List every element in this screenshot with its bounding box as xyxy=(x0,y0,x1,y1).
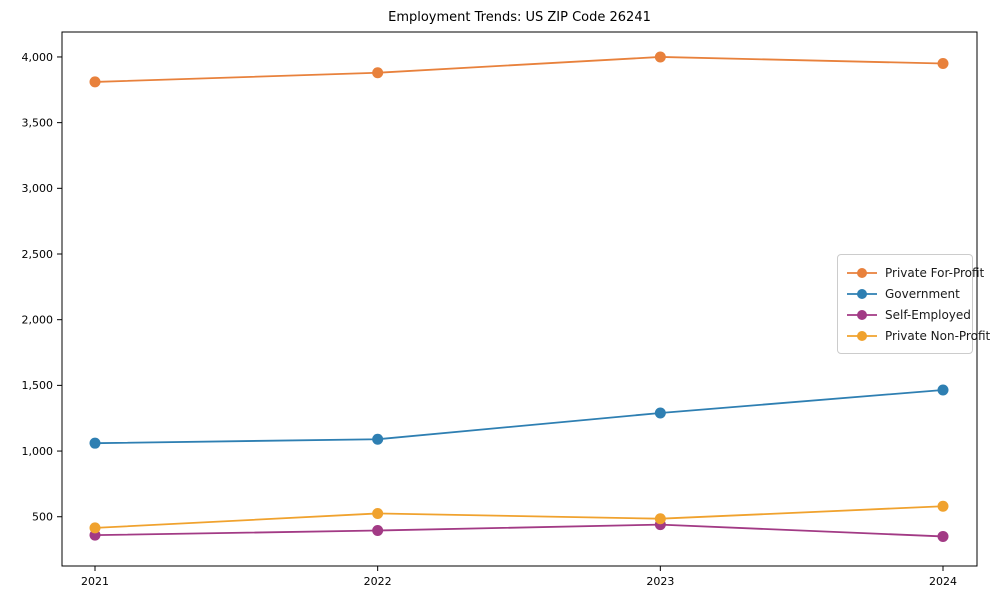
data-point-marker xyxy=(937,58,949,70)
data-point-marker xyxy=(372,433,384,445)
data-point-marker xyxy=(937,530,949,542)
x-tick-label: 2024 xyxy=(929,575,957,588)
y-tick-label: 4,000 xyxy=(22,51,54,64)
y-tick-label: 2,000 xyxy=(22,314,54,327)
data-point-marker xyxy=(89,437,101,449)
plot-frame xyxy=(61,31,978,567)
x-tick-label: 2022 xyxy=(364,575,392,588)
legend-marker-icon xyxy=(847,309,877,320)
data-point-marker xyxy=(89,76,101,88)
series-line xyxy=(94,505,944,529)
data-point-marker xyxy=(654,51,666,63)
chart-legend: Private For-Profit Government Self-Employe… xyxy=(837,254,990,354)
y-tick-label: 3,000 xyxy=(22,182,54,195)
series-line xyxy=(94,56,944,83)
legend-marker-icon xyxy=(847,288,877,299)
data-point-marker xyxy=(372,507,384,519)
data-point-marker xyxy=(937,384,949,396)
legend-marker-icon xyxy=(847,267,877,278)
y-tick-label: 2,500 xyxy=(22,248,54,261)
series-line xyxy=(94,523,944,538)
y-tick-label: 1,500 xyxy=(22,379,54,392)
data-point-marker xyxy=(372,525,384,537)
y-tick-label: 1,000 xyxy=(22,445,54,458)
data-point-marker xyxy=(937,500,949,512)
legend-label: Self-Employed xyxy=(885,307,971,322)
data-point-marker xyxy=(372,67,384,79)
legend-item: Government xyxy=(847,283,963,304)
legend-label: Private For-Profit xyxy=(885,265,985,280)
x-tick-label: 2023 xyxy=(646,575,674,588)
legend-marker-icon xyxy=(847,330,877,341)
data-point-marker xyxy=(89,522,101,534)
legend-label: Government xyxy=(885,286,960,301)
y-tick-label: 500 xyxy=(32,511,53,524)
legend-item: Self-Employed xyxy=(847,304,971,325)
x-tick-label: 2021 xyxy=(81,575,109,588)
legend-item: Private For-Profit xyxy=(847,262,984,283)
legend-item: Private Non-Profit xyxy=(847,325,990,346)
series-line xyxy=(94,389,944,445)
chart-title: Employment Trends: US ZIP Code 26241 xyxy=(388,10,651,25)
data-point-marker xyxy=(654,513,666,525)
data-point-marker xyxy=(654,407,666,419)
y-tick-label: 3,500 xyxy=(22,116,54,129)
legend-label: Private Non-Profit xyxy=(885,328,991,343)
